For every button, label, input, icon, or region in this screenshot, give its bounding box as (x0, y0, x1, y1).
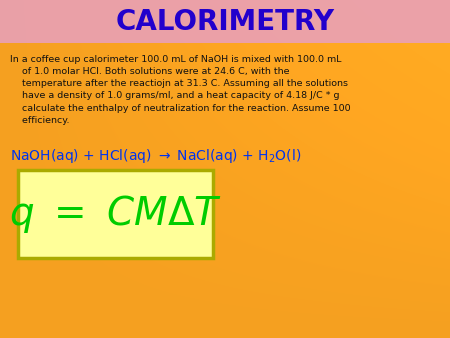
Text: NaOH(aq) + HCl(aq) $\rightarrow$ NaCl(aq) + H$_2$O(l): NaOH(aq) + HCl(aq) $\rightarrow$ NaCl(aq… (10, 147, 302, 165)
Bar (18, 170, 213, 258)
Text: $q\ =\ CM\Delta T$: $q\ =\ CM\Delta T$ (9, 193, 222, 235)
Text: CALORIMETRY: CALORIMETRY (116, 8, 334, 36)
Text: In a coffee cup calorimeter 100.0 mL of NaOH is mixed with 100.0 mL
    of 1.0 m: In a coffee cup calorimeter 100.0 mL of … (10, 55, 351, 125)
Bar (0, 0, 450, 43)
